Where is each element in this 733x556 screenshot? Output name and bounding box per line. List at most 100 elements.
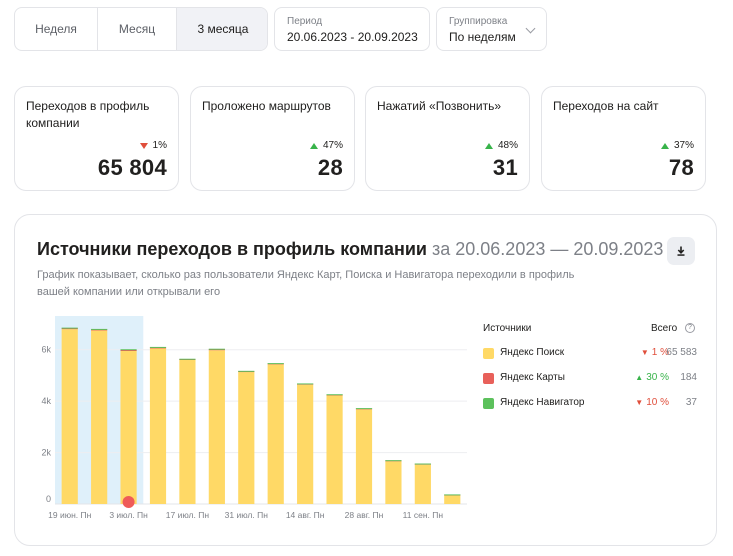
info-icon[interactable]: ? [685,323,695,333]
checkbox-search[interactable] [483,348,494,359]
bar-segment [149,346,167,348]
legend-header-sources: Источники [483,323,532,334]
bar-segment [267,363,284,365]
panel-title-range: за 20.06.2023 — 20.09.2023 [432,239,664,259]
trend-up-icon [660,142,669,149]
bar-segment [267,364,284,504]
bar-segment [91,330,108,504]
metric-delta: 47% [309,140,343,151]
metric-value: 28 [317,155,343,180]
x-tick-label: 11 сен. Пн [403,510,444,520]
x-tick-label: 19 июн. Пн [48,510,91,520]
metric-value: 65 804 [97,155,167,180]
legend-pct: ▼ 10 % [635,397,669,408]
metric-card-calls[interactable]: Нажатий «Позвонить» 48% 31 [365,86,530,191]
legend-row-maps[interactable]: Яндекс Карты ▲ 30 % 184 [483,371,697,387]
legend-name: Яндекс Навигатор [500,397,585,408]
metric-value: 78 [668,155,694,180]
bar-segment [120,350,137,351]
tab-week[interactable]: Неделя [15,8,98,50]
period-value: 20.06.2023 - 20.09.2023 [287,30,418,44]
legend-row-search[interactable]: Яндекс Поиск ▼ 1 % 65 583 [483,346,697,362]
download-button[interactable] [667,237,695,265]
tab-3-months[interactable]: 3 месяца [177,8,267,50]
metric-title: Проложено маршрутов [202,99,331,113]
bar-segment [297,383,314,385]
bar-segment [355,408,373,410]
chevron-down-icon [525,23,536,34]
bar-segment [414,464,431,504]
metric-card-site-visits[interactable]: Переходов на сайт 37% 78 [541,86,706,191]
legend-pct: ▲ 30 % [635,372,669,383]
panel-description: График показывает, сколько раз пользоват… [37,269,575,298]
bar-segment [120,349,137,351]
checkbox-navigator[interactable] [483,398,494,409]
bar-segment [238,370,255,372]
legend-total: 65 583 [666,347,697,358]
bar-segment [91,328,108,330]
metric-card-routes[interactable]: Проложено маршрутов 47% 28 [190,86,355,191]
sources-chart: 0 2k 4k 6k 19 июн. Пн 3 июл. Пн 17 июл. Пн 31 и… [41,316,467,520]
period-label: Период [287,16,323,27]
legend-total: 184 [680,372,697,383]
x-tick-label: 3 июл. Пн [109,510,148,520]
bar-segment [61,329,78,504]
bar-segment [355,409,373,504]
checkbox-maps[interactable] [483,373,494,384]
x-tick-label: 14 авг. Пн [286,510,325,520]
bar-segment [208,350,225,504]
metric-title: Переходов в профиль компании [26,99,150,130]
metric-value: 31 [492,155,518,180]
period-field[interactable]: Период 20.06.2023 - 20.09.2023 [274,7,430,51]
bar-segment [444,495,461,504]
trend-down-icon [139,142,148,149]
bar-segment [120,351,137,504]
metric-delta: 1% [139,140,167,151]
metric-card-profile-visits[interactable]: Переходов в профиль компании 1% 65 804 [14,86,179,191]
sources-panel: Источники переходов в профиль компании з… [14,214,717,546]
panel-title: Источники переходов в профиль компании з… [37,239,663,260]
legend-header-total: Всего [651,323,678,334]
y-tick-label: 4k [41,396,51,406]
period-tabs: Неделя Месяц 3 месяца [14,7,268,51]
trend-up-icon [309,142,318,149]
bar-segment [414,463,431,465]
bar-segment [444,494,461,496]
legend-total: 37 [685,397,697,408]
bar-segment [61,327,78,329]
legend-name: Яндекс Карты [500,372,565,383]
bar-segment [91,329,108,331]
bar-segment [179,360,196,504]
metric-delta: 48% [484,140,518,151]
marker-dot [122,496,135,508]
metric-delta: 37% [660,140,694,151]
x-tick-label: 17 июл. Пн [166,510,210,520]
trend-up-icon [484,142,493,149]
legend-row-navigator[interactable]: Яндекс Навигатор ▼ 10 % 37 [483,396,697,412]
grouping-value: По неделям [449,30,516,44]
metric-title: Нажатий «Позвонить» [377,99,502,113]
bar-segment [326,395,343,504]
x-tick-label: 28 авг. Пн [345,510,384,520]
bar-segment [149,347,167,349]
x-tick-label: 31 июл. Пн [225,510,269,520]
grouping-select[interactable]: Группировка По неделям [436,7,547,51]
legend-name: Яндекс Поиск [500,347,565,358]
y-tick-label: 6k [41,345,51,355]
tab-month[interactable]: Месяц [98,8,177,50]
bar-segment [297,384,314,504]
y-tick-label: 2k [41,448,51,458]
bar-segment [385,460,402,462]
bar-segment [61,328,78,330]
download-icon [677,246,685,256]
grouping-label: Группировка [449,16,508,27]
legend-pct: ▼ 1 % [640,347,669,358]
bar-segment [149,348,167,504]
bar-segment [179,358,196,360]
y-tick-label: 0 [46,494,51,504]
metric-title: Переходов на сайт [553,99,659,113]
bar-segment [208,349,225,351]
bar-segment [208,348,225,350]
panel-title-text: Источники переходов в профиль компании [37,239,427,259]
bar-segment [326,394,343,396]
